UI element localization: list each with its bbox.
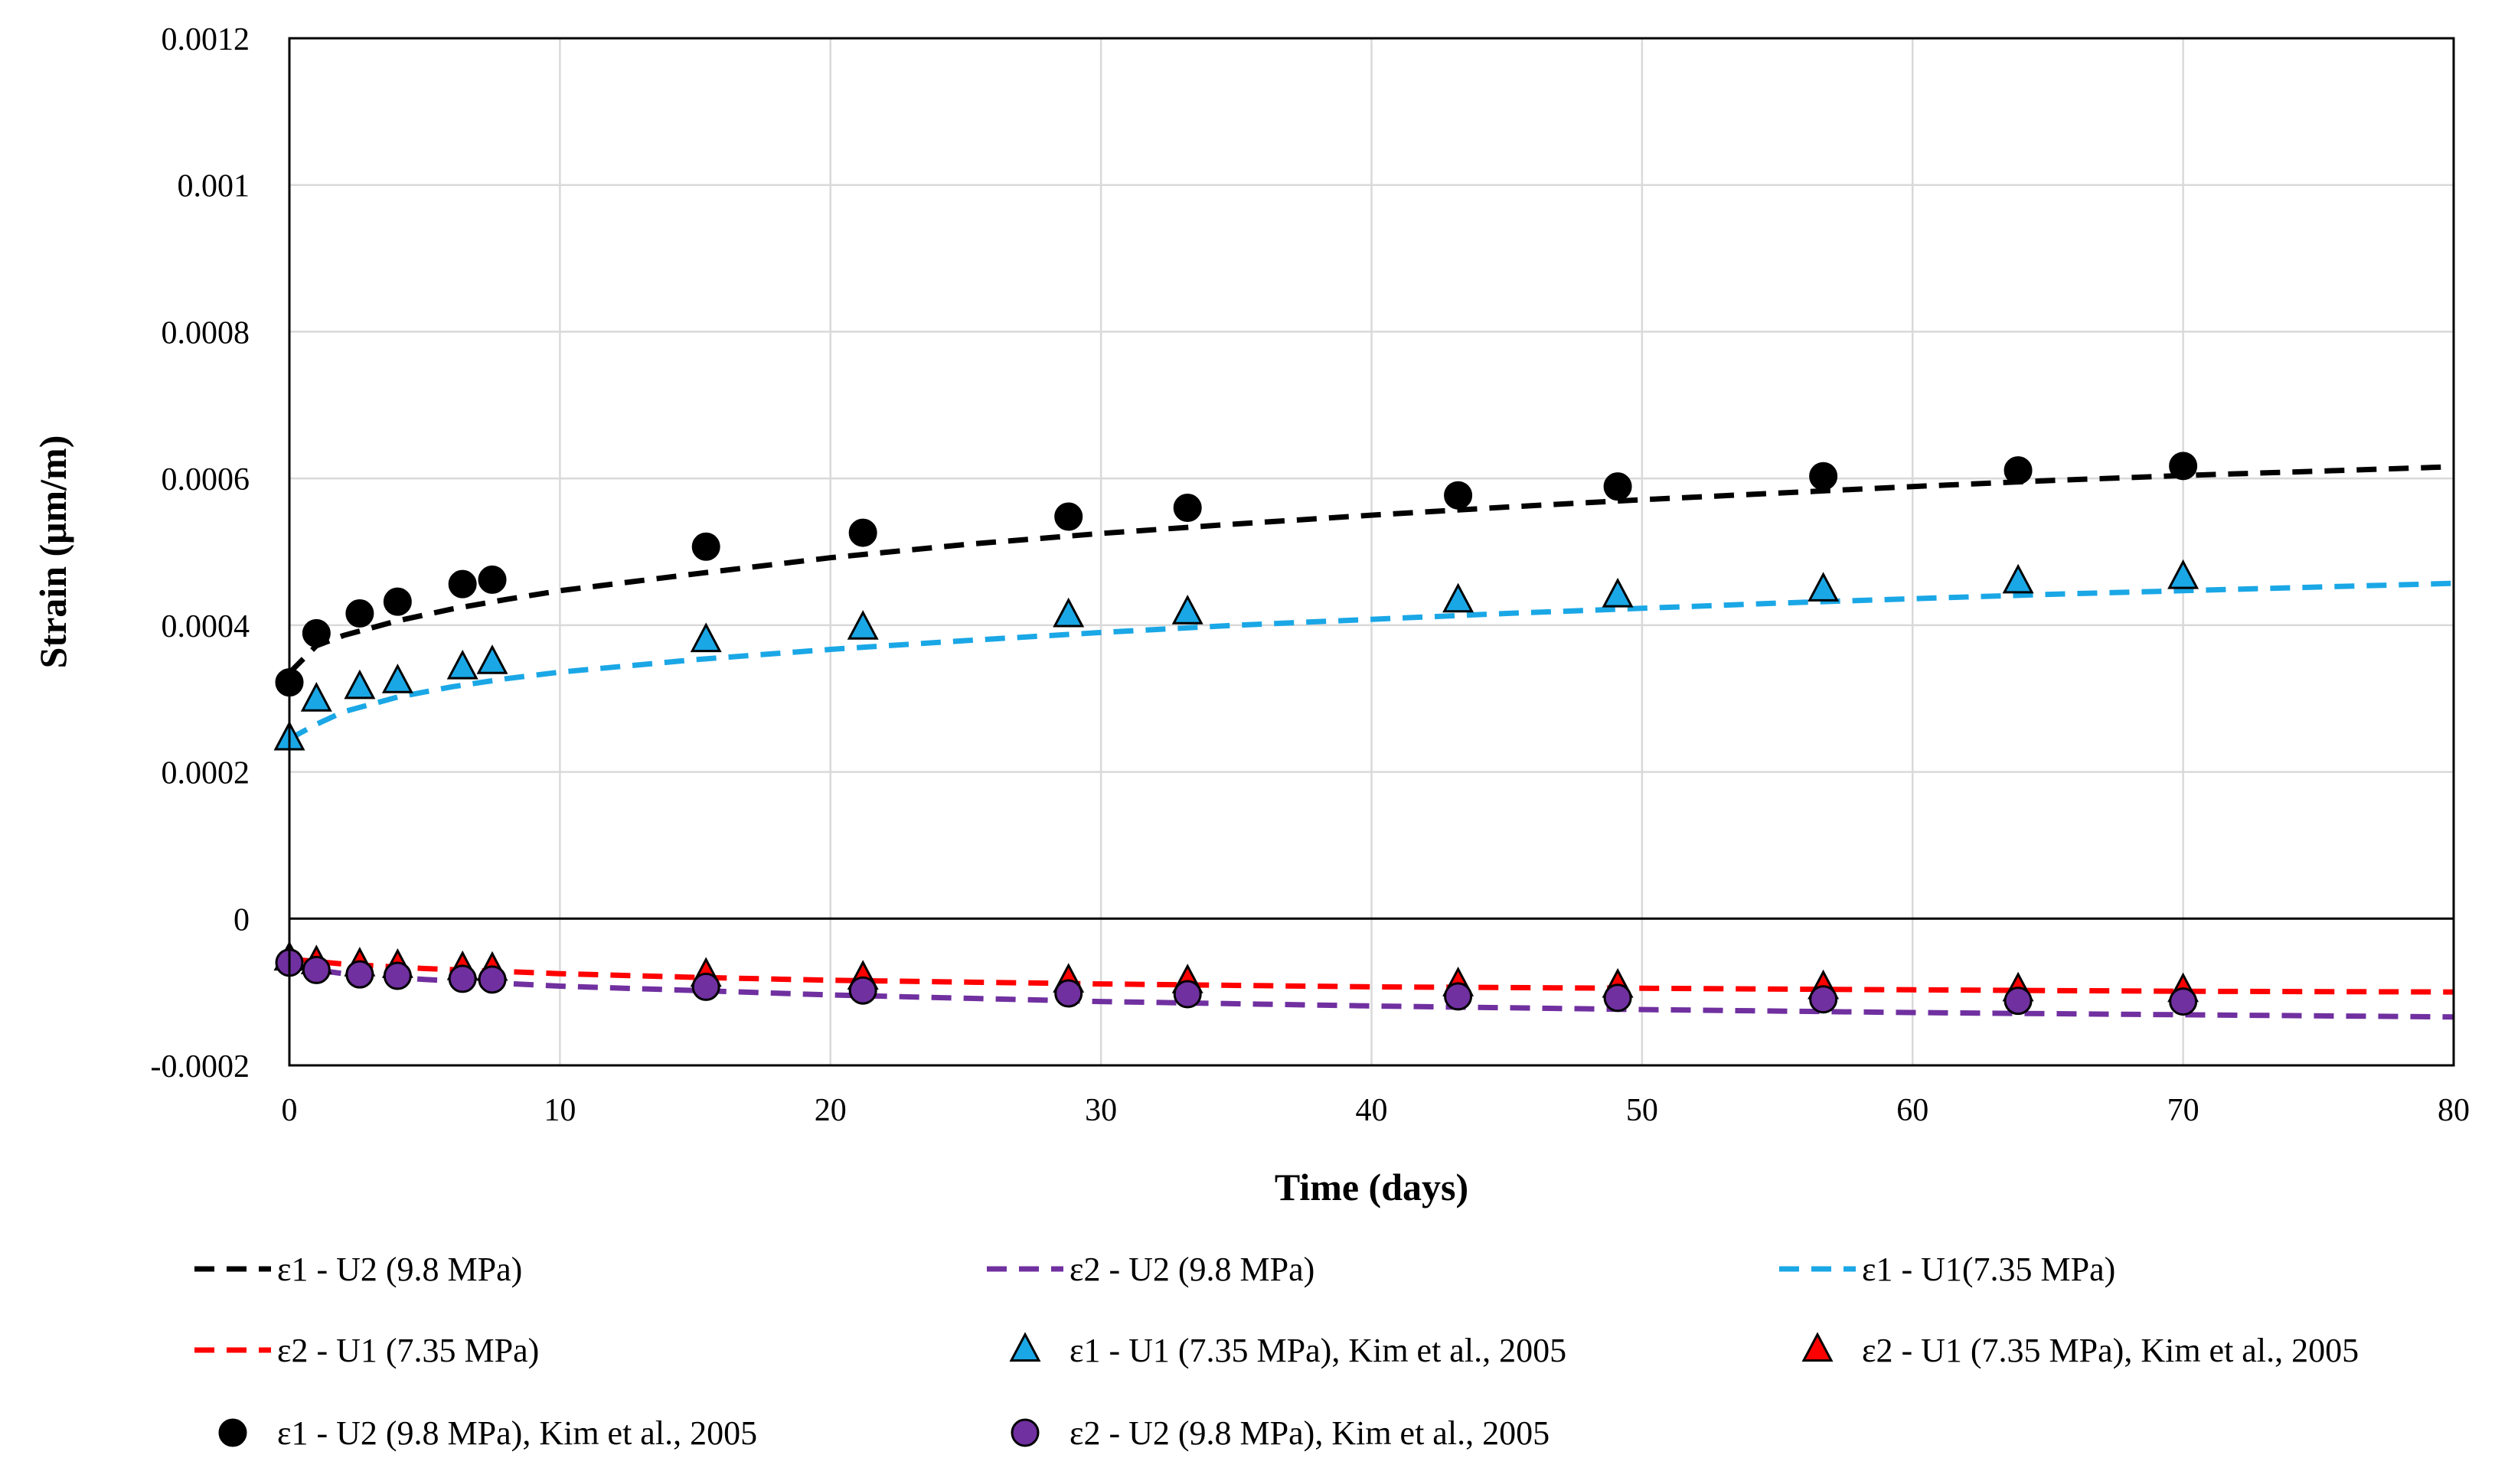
legend-item-1-u1-7-35-mpa: ε1 - U1(7.35 MPa) xyxy=(1779,1251,2115,1288)
y-tick-label: 0.0008 xyxy=(162,315,250,351)
data-point-1-u2-9-8-mpa-kim-et-al-2005 xyxy=(1173,493,1202,522)
y-tick-label: 0.001 xyxy=(178,169,250,204)
data-point-2-u2-9-8-mpa-kim-et-al-2005 xyxy=(1173,980,1202,1009)
data-point-2-u2-9-8-mpa-kim-et-al-2005 xyxy=(345,960,374,989)
data-point-2-u2-9-8-mpa-kim-et-al-2005 xyxy=(2004,987,2033,1016)
data-point-1-u2-9-8-mpa-kim-et-al-2005 xyxy=(2169,452,2198,481)
data-point-1-u1-7-35-mpa-kim-et-al-2005 xyxy=(300,681,332,712)
data-point-1-u2-9-8-mpa-kim-et-al-2005 xyxy=(691,532,720,561)
data-point-1-u2-9-8-mpa-kim-et-al-2005 xyxy=(302,618,331,647)
data-point-1-u2-9-8-mpa-kim-et-al-2005 xyxy=(1054,502,1083,531)
legend-label: ε1 - U2 (9.8 MPa) xyxy=(277,1251,522,1288)
x-axis-title: Time (days) xyxy=(1275,1166,1468,1208)
data-point-2-u2-9-8-mpa-kim-et-al-2005 xyxy=(691,972,720,1001)
data-point-1-u2-9-8-mpa-kim-et-al-2005 xyxy=(2004,456,2033,485)
legend-swatch-marker xyxy=(1801,1332,1834,1362)
data-point-1-u2-9-8-mpa-kim-et-al-2005 xyxy=(1444,481,1473,510)
y-tick-label: 0 xyxy=(233,902,250,938)
data-point-1-u2-9-8-mpa-kim-et-al-2005 xyxy=(478,565,507,594)
data-point-2-u2-9-8-mpa-kim-et-al-2005 xyxy=(302,955,331,984)
x-tick-label: 80 xyxy=(2438,1093,2470,1128)
legend-swatch-marker xyxy=(1011,1418,1040,1447)
legend-label: ε2 - U1 (7.35 MPa) xyxy=(277,1332,539,1369)
data-point-1-u1-7-35-mpa-kim-et-al-2005 xyxy=(2002,563,2034,594)
x-tick-label: 60 xyxy=(1896,1093,1928,1128)
measured-points xyxy=(273,452,2199,1016)
plot-frame xyxy=(288,37,2455,1067)
x-tick-label: 10 xyxy=(544,1093,576,1128)
y-tick-label: -0.0002 xyxy=(151,1049,250,1084)
series-line-1-u2-9-8-mpa xyxy=(287,464,2454,675)
legend-item-2-u1-7-35-mpa-kim-et-al-2005: ε2 - U1 (7.35 MPa), Kim et al., 2005 xyxy=(1801,1332,2359,1369)
legend-item-2-u2-9-8-mpa-kim-et-al-2005: ε2 - U2 (9.8 MPa), Kim et al., 2005 xyxy=(1011,1414,1550,1452)
series-line-1-u1-7-35-mpa xyxy=(288,580,2454,742)
legend: ε1 - U2 (9.8 MPa) ε2 - U2 (9.8 MPa) ε1 - U… xyxy=(194,1251,2359,1452)
data-point-1-u1-7-35-mpa-kim-et-al-2005 xyxy=(2167,559,2199,589)
data-point-1-u1-7-35-mpa-kim-et-al-2005 xyxy=(1602,577,1634,608)
data-point-2-u2-9-8-mpa-kim-et-al-2005 xyxy=(1054,979,1083,1008)
legend-label: ε2 - U2 (9.8 MPa) xyxy=(1070,1251,1314,1288)
data-point-2-u2-9-8-mpa-kim-et-al-2005 xyxy=(478,965,507,994)
data-point-1-u2-9-8-mpa-kim-et-al-2005 xyxy=(1809,462,1838,491)
legend-item-1-u1-7-35-mpa-kim-et-al-2005: ε1 - U1 (7.35 MPa), Kim et al., 2005 xyxy=(1009,1332,1566,1369)
legend-label: ε1 - U1(7.35 MPa) xyxy=(1862,1251,2115,1288)
y-tick-label: 0.0004 xyxy=(162,609,250,644)
y-axis-title: Strain (μm/m) xyxy=(31,435,74,669)
data-point-1-u1-7-35-mpa-kim-et-al-2005 xyxy=(476,644,508,674)
legend-label: ε2 - U1 (7.35 MPa), Kim et al., 2005 xyxy=(1862,1332,2359,1369)
x-tick-label: 70 xyxy=(2167,1093,2199,1128)
y-tick-label: 0.0006 xyxy=(162,462,250,497)
data-point-2-u2-9-8-mpa-kim-et-al-2005 xyxy=(1603,983,1632,1013)
legend-item-2-u2-9-8-mpa: ε2 - U2 (9.8 MPa) xyxy=(987,1251,1314,1288)
data-point-1-u2-9-8-mpa-kim-et-al-2005 xyxy=(848,518,877,547)
series-line-2-u2-9-8-mpa xyxy=(289,964,2454,1020)
data-point-2-u2-9-8-mpa-kim-et-al-2005 xyxy=(2169,987,2198,1016)
fitted-lines xyxy=(287,464,2454,1020)
legend-label: ε1 - U1 (7.35 MPa), Kim et al., 2005 xyxy=(1070,1332,1566,1369)
data-point-1-u2-9-8-mpa-kim-et-al-2005 xyxy=(1603,472,1632,501)
x-tick-label: 20 xyxy=(815,1093,847,1128)
data-point-1-u1-7-35-mpa-kim-et-al-2005 xyxy=(1171,594,1203,625)
x-tick-label: 40 xyxy=(1356,1093,1388,1128)
data-point-1-u1-7-35-mpa-kim-et-al-2005 xyxy=(1053,597,1085,628)
data-point-1-u1-7-35-mpa-kim-et-al-2005 xyxy=(847,610,879,640)
data-point-1-u2-9-8-mpa-kim-et-al-2005 xyxy=(448,569,477,598)
legend-item-2-u1-7-35-mpa: ε2 - U1 (7.35 MPa) xyxy=(194,1332,539,1369)
x-tick-label: 30 xyxy=(1085,1093,1117,1128)
y-tick-label: 0.0012 xyxy=(162,22,250,57)
data-point-2-u2-9-8-mpa-kim-et-al-2005 xyxy=(1809,985,1838,1014)
series-line-2-u1-7-35-mpa xyxy=(289,956,2454,995)
x-tick-labels: 0 10 20 30 40 50 60 70 80 xyxy=(282,1093,2471,1128)
legend-label: ε2 - U2 (9.8 MPa), Kim et al., 2005 xyxy=(1070,1414,1550,1452)
data-point-1-u1-7-35-mpa-kim-et-al-2005 xyxy=(1808,572,1840,602)
x-tick-label: 0 xyxy=(282,1093,298,1128)
legend-swatch-marker xyxy=(218,1418,247,1447)
legend-item-1-u2-9-8-mpa: ε1 - U2 (9.8 MPa) xyxy=(194,1251,522,1288)
data-point-1-u1-7-35-mpa-kim-et-al-2005 xyxy=(381,664,413,693)
data-point-1-u1-7-35-mpa-kim-et-al-2005 xyxy=(344,669,376,700)
data-point-1-u1-7-35-mpa-kim-et-al-2005 xyxy=(690,622,722,653)
data-point-1-u1-7-35-mpa-kim-et-al-2005 xyxy=(446,649,478,680)
data-point-2-u2-9-8-mpa-kim-et-al-2005 xyxy=(848,976,877,1005)
data-point-1-u2-9-8-mpa-kim-et-al-2005 xyxy=(345,599,374,628)
x-tick-label: 50 xyxy=(1626,1093,1658,1128)
data-point-1-u2-9-8-mpa-kim-et-al-2005 xyxy=(383,587,412,616)
data-point-2-u2-9-8-mpa-kim-et-al-2005 xyxy=(383,961,412,990)
y-tick-label: 0.0002 xyxy=(162,756,250,791)
legend-swatch-marker xyxy=(1009,1332,1041,1362)
y-tick-labels: -0.0002 0 0.0002 0.0004 0.0006 0.0008 0.001 0.0… xyxy=(151,22,250,1084)
legend-label: ε1 - U2 (9.8 MPa), Kim et al., 2005 xyxy=(277,1414,757,1452)
data-point-2-u2-9-8-mpa-kim-et-al-2005 xyxy=(448,964,477,993)
data-point-2-u2-9-8-mpa-kim-et-al-2005 xyxy=(1444,982,1473,1011)
data-point-1-u1-7-35-mpa-kim-et-al-2005 xyxy=(1442,582,1474,613)
legend-item-1-u2-9-8-mpa-kim-et-al-2005: ε1 - U2 (9.8 MPa), Kim et al., 2005 xyxy=(218,1414,757,1452)
